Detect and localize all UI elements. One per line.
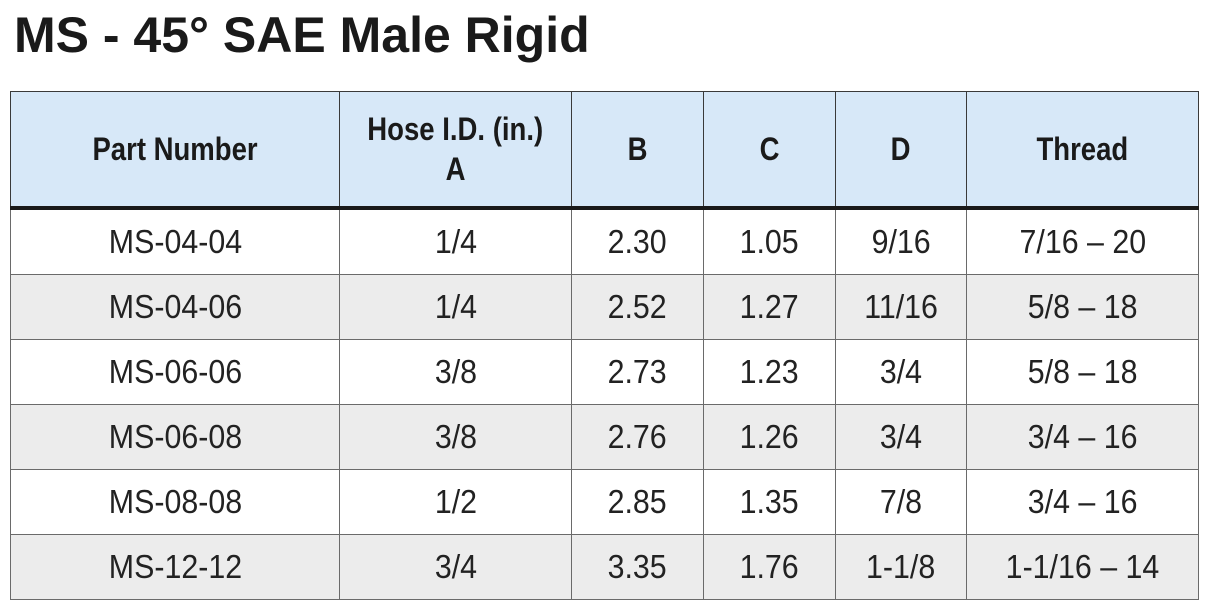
- header-c: C: [703, 91, 836, 210]
- table-row: MS-08-08 1/2 2.85 1.35 7/8 3/4 – 16: [10, 469, 1199, 535]
- cell-part-number: MS-04-06: [10, 274, 340, 340]
- cell-d: 3/4: [835, 339, 967, 405]
- cell-hose-id: 1/4: [339, 207, 572, 275]
- cell-part-number: MS-06-08: [10, 404, 340, 470]
- page-title: MS - 45° SAE Male Rigid: [14, 7, 590, 63]
- cell-c: 1.76: [703, 534, 836, 600]
- cell-c: 1.27: [703, 274, 836, 340]
- header-part-number: Part Number: [10, 91, 340, 210]
- header-d: D: [835, 91, 967, 210]
- cell-b: 3.35: [571, 534, 704, 600]
- cell-b: 2.52: [571, 274, 704, 340]
- cell-d: 11/16: [835, 274, 967, 340]
- cell-c: 1.23: [703, 339, 836, 405]
- cell-thread: 3/4 – 16: [966, 469, 1199, 535]
- cell-thread: 1-1/16 – 14: [966, 534, 1199, 600]
- cell-b: 2.85: [571, 469, 704, 535]
- cell-part-number: MS-04-04: [10, 207, 340, 275]
- cell-hose-id: 3/8: [339, 339, 572, 405]
- cell-c: 1.05: [703, 207, 836, 275]
- header-b: B: [571, 91, 704, 210]
- table-row: MS-04-06 1/4 2.52 1.27 11/16 5/8 – 18: [10, 274, 1199, 340]
- cell-hose-id: 1/4: [339, 274, 572, 340]
- cell-d: 7/8: [835, 469, 967, 535]
- spec-table: Part Number Hose I.D. (in.) A B C D Threa…: [10, 91, 1199, 600]
- cell-part-number: MS-12-12: [10, 534, 340, 600]
- cell-d: 1-1/8: [835, 534, 967, 600]
- cell-thread: 5/8 – 18: [966, 274, 1199, 340]
- cell-c: 1.35: [703, 469, 836, 535]
- cell-thread: 3/4 – 16: [966, 404, 1199, 470]
- cell-hose-id: 1/2: [339, 469, 572, 535]
- cell-b: 2.76: [571, 404, 704, 470]
- cell-thread: 5/8 – 18: [966, 339, 1199, 405]
- table-row: MS-12-12 3/4 3.35 1.76 1-1/8 1-1/16 – 14: [10, 534, 1199, 600]
- cell-hose-id: 3/4: [339, 534, 572, 600]
- table-row: MS-06-08 3/8 2.76 1.26 3/4 3/4 – 16: [10, 404, 1199, 470]
- cell-hose-id: 3/8: [339, 404, 572, 470]
- header-thread: Thread: [966, 91, 1199, 210]
- cell-d: 3/4: [835, 404, 967, 470]
- cell-thread: 7/16 – 20: [966, 207, 1199, 275]
- cell-b: 2.73: [571, 339, 704, 405]
- cell-c: 1.26: [703, 404, 836, 470]
- cell-b: 2.30: [571, 207, 704, 275]
- cell-part-number: MS-08-08: [10, 469, 340, 535]
- cell-part-number: MS-06-06: [10, 339, 340, 405]
- cell-d: 9/16: [835, 207, 967, 275]
- table-row: MS-06-06 3/8 2.73 1.23 3/4 5/8 – 18: [10, 339, 1199, 405]
- table-header-row: Part Number Hose I.D. (in.) A B C D Threa…: [10, 91, 1199, 210]
- table-row: MS-04-04 1/4 2.30 1.05 9/16 7/16 – 20: [10, 207, 1199, 275]
- header-hose-id: Hose I.D. (in.) A: [339, 91, 572, 210]
